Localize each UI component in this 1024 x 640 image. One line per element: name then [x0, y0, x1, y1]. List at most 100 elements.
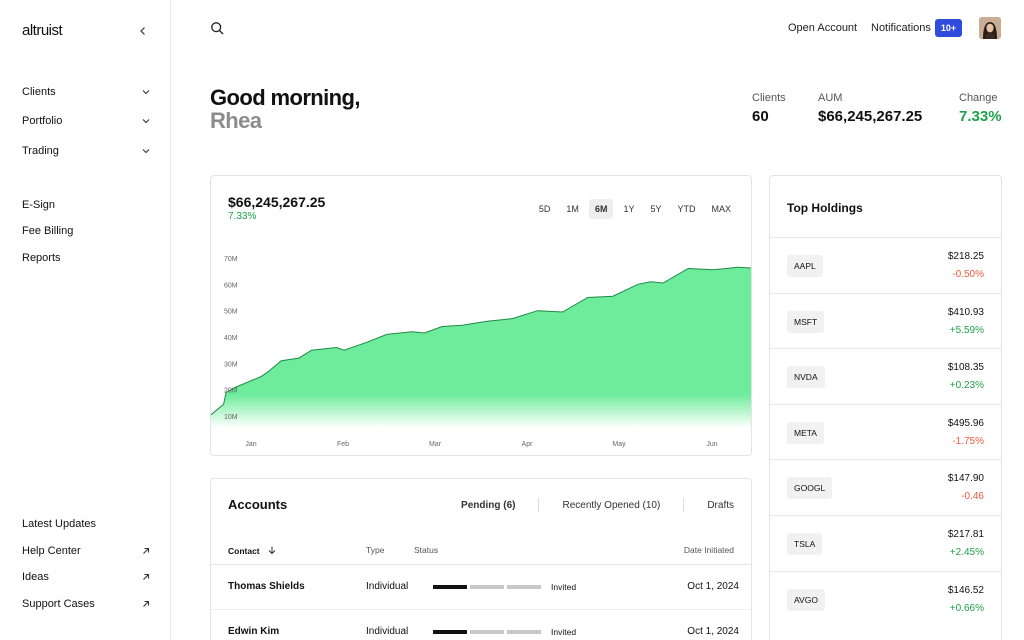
nav-item-fee-billing[interactable]: Fee Billing [22, 221, 152, 241]
clients-label: Clients [752, 92, 786, 104]
column-header-type[interactable]: Type [366, 545, 385, 555]
clients-value: 60 [752, 108, 769, 125]
notifications-badge[interactable]: 10+ [935, 19, 962, 37]
range-tab-1m[interactable]: 1M [566, 204, 579, 214]
status-progress [433, 630, 541, 634]
series-line [211, 266, 751, 416]
range-tab-ytd[interactable]: YTD [677, 204, 696, 214]
accounts-tabs: Pending (6) Recently Opened (10) Drafts [461, 498, 734, 512]
column-header-date[interactable]: Date Initiated [683, 545, 734, 555]
tab-pending[interactable]: Pending (6) [461, 499, 516, 511]
y-tick-label: 70M [224, 256, 238, 263]
header-divider [211, 564, 751, 565]
holding-change: -1.75% [952, 435, 984, 447]
progress-segment [433, 630, 467, 634]
status-text: Invited [551, 582, 577, 592]
range-tabs: 5D 1M 6M 1Y 5Y YTD MAX [533, 199, 737, 219]
nav-item-clients[interactable]: Clients [22, 82, 152, 102]
range-tab-5d[interactable]: 5D [538, 204, 551, 214]
chart-total-value: $66,245,267.25 [228, 194, 326, 210]
nav-item-support-cases[interactable]: Support Cases [22, 594, 152, 614]
holding-change: +2.45% [949, 547, 984, 558]
contact-name[interactable]: Thomas Shields [228, 581, 305, 592]
x-axis: Jan Feb Mar Apr May Jun [245, 441, 717, 448]
holding-row-aapl[interactable]: AAPL $218.25 -0.50% [770, 237, 1001, 293]
contact-name[interactable]: Edwin Kim [228, 626, 280, 637]
nav-item-ideas[interactable]: Ideas [22, 567, 152, 587]
range-tab-1y[interactable]: 1Y [623, 204, 635, 214]
column-header-contact[interactable]: Contact [228, 545, 277, 556]
chevron-down-icon [142, 119, 150, 124]
aum-area-chart[interactable]: 70M 60M 50M 40M 30M 20M 10M Jan Feb Mar Apr May Jun [211, 236, 751, 454]
holding-price: $218.25 [947, 251, 984, 262]
holding-row-googl[interactable]: GOOGL $147.90 -0.46 [770, 459, 1001, 515]
external-link-arrow-icon [143, 600, 150, 607]
nav-label: Portfolio [22, 115, 63, 127]
column-header-status[interactable]: Status [414, 545, 439, 555]
x-tick-label: Mar [429, 441, 442, 448]
chevron-down-icon [142, 90, 150, 95]
greeting-name: Rhea [210, 108, 262, 133]
range-tab-6m[interactable]: 6M [588, 199, 614, 219]
range-tab-5y[interactable]: 5Y [650, 204, 662, 214]
nav-item-help-center[interactable]: Help Center [22, 541, 152, 561]
change-value: 7.33% [959, 108, 1002, 125]
nav-label: Help Center [22, 545, 81, 557]
progress-segment [507, 630, 541, 634]
y-tick-label: 60M [224, 282, 238, 289]
top-holdings-card: Top Holdings AAPL $218.25 -0.50% MSFT $4… [769, 175, 1002, 640]
search-icon[interactable] [210, 21, 225, 36]
nav-label: Ideas [22, 571, 49, 583]
tab-divider [683, 498, 685, 512]
y-tick-label: 30M [224, 361, 238, 368]
notifications-link[interactable]: Notifications [871, 22, 931, 34]
nav-label: Fee Billing [22, 225, 74, 237]
holding-row-tsla[interactable]: TSLA $217.81 +2.45% [770, 515, 1001, 571]
nav-item-portfolio[interactable]: Portfolio [22, 111, 152, 131]
chart-change-value: 7.33% [228, 211, 257, 222]
y-tick-label: 50M [224, 309, 238, 316]
change-label: Change [959, 92, 998, 104]
holdings-title: Top Holdings [787, 201, 863, 215]
ticker-badge: AAPL [787, 255, 823, 277]
ticker-badge: TSLA [787, 533, 823, 555]
holding-row-nvda[interactable]: NVDA $108.35 +0.23% [770, 348, 1001, 404]
holding-price: $147.90 [947, 473, 984, 485]
nav-item-esign[interactable]: E-Sign [22, 195, 152, 215]
holding-row-msft[interactable]: MSFT $410.93 +5.59% [770, 292, 1001, 349]
nav-item-reports[interactable]: Reports [22, 248, 152, 268]
y-tick-label: 40M [224, 335, 238, 342]
holding-change: +5.59% [949, 324, 984, 336]
holding-row-meta[interactable]: META $495.96 -1.75% [770, 403, 1001, 460]
sort-arrow-down-icon [268, 546, 276, 555]
ticker-badge: MSFT [787, 310, 825, 333]
range-tab-max[interactable]: MAX [711, 204, 731, 214]
user-avatar[interactable] [979, 17, 1001, 39]
tab-recently-opened[interactable]: Recently Opened (10) [562, 499, 661, 511]
sidebar: altruist Clients Portfolio Trading E-Sig… [0, 0, 171, 640]
account-type: Individual [366, 581, 409, 592]
brand-logo: altruist [22, 22, 63, 39]
nav-label: E-Sign [22, 199, 56, 211]
tab-drafts[interactable]: Drafts [707, 499, 734, 511]
tab-divider [538, 498, 540, 512]
external-link-arrow-icon [143, 573, 150, 580]
collapse-sidebar-icon[interactable] [136, 24, 150, 38]
table-row[interactable]: Edwin Kim Individual Invited Oct 1, 2024 [211, 610, 751, 640]
holding-row-avgo[interactable]: AVGO $146.52 +0.66% [770, 570, 1001, 627]
nav-item-trading[interactable]: Trading [22, 141, 152, 161]
x-tick-label: Apr [522, 441, 534, 448]
nav-label: Clients [22, 86, 56, 98]
y-tick-label: 20M [224, 388, 238, 395]
holding-change: -0.46 [961, 491, 984, 503]
aum-value: $66,245,267.25 [818, 108, 923, 125]
ticker-badge: META [787, 421, 824, 444]
column-header-label: Contact [228, 546, 260, 556]
table-row[interactable]: Thomas Shields Individual Invited Oct 1,… [211, 565, 751, 610]
nav-item-latest-updates[interactable]: Latest Updates [22, 514, 152, 534]
holding-change: -0.50% [952, 269, 984, 280]
aum-label: AUM [818, 92, 843, 104]
status-progress [433, 585, 541, 589]
open-account-link[interactable]: Open Account [788, 22, 858, 34]
avatar-portrait-icon [979, 17, 1001, 39]
